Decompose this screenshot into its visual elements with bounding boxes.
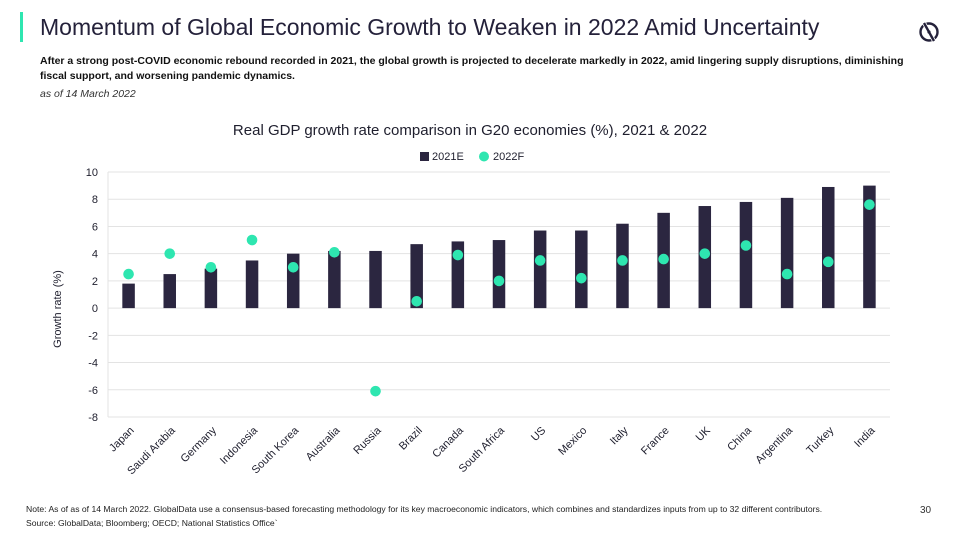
- bar-2021E: [369, 250, 382, 309]
- dot-2022F: [699, 248, 711, 259]
- bar-2021E: [204, 268, 218, 309]
- y-tick-label: 8: [92, 194, 98, 206]
- x-tick-label: Germany: [179, 424, 220, 465]
- bar-2021E: [822, 186, 835, 309]
- y-tick-label: -8: [88, 412, 98, 424]
- dot-2022F: [658, 253, 669, 265]
- footnote-note: Note: As of as of 14 March 2022. GlobalD…: [26, 504, 823, 514]
- bar-2021E: [286, 253, 300, 309]
- bar-2021E: [245, 260, 259, 309]
- bar-2021E: [780, 197, 794, 309]
- page-subtitle: After a strong post-COVID economic rebou…: [40, 55, 904, 82]
- y-tick-label: 4: [92, 249, 98, 261]
- dots-2022F: [123, 199, 875, 397]
- brand-logo-icon: [919, 22, 939, 42]
- x-tick-label: China: [725, 424, 754, 453]
- y-tick-label: 6: [92, 221, 98, 233]
- dot-2022F: [740, 240, 752, 251]
- x-tick-label: Turkey: [804, 424, 836, 456]
- dot-2022F: [287, 261, 299, 273]
- dot-2022F: [164, 248, 176, 259]
- dot-2022F: [617, 255, 628, 266]
- as-of-date: as of 14 March 2022: [40, 88, 136, 100]
- dot-2022F: [534, 255, 546, 266]
- y-tick-label: -4: [88, 358, 98, 370]
- x-tick-label: Japan: [107, 425, 137, 455]
- y-tick-label: 10: [86, 167, 98, 179]
- chart-title: Real GDP growth rate comparison in G20 e…: [233, 122, 707, 139]
- x-tick-label: Italy: [608, 424, 631, 447]
- dot-2022F: [493, 275, 505, 287]
- x-tick-label: Argentina: [753, 424, 795, 466]
- x-tick-label: Indonesia: [218, 424, 261, 467]
- y-tick-label: 0: [92, 303, 98, 315]
- dot-2022F: [781, 268, 793, 280]
- y-axis-ticks: 10 8 6 4 2 0 -2 -4 -6 -8: [86, 167, 98, 424]
- dot-2022F: [329, 247, 340, 258]
- dot-2022F: [411, 296, 422, 307]
- footnote-source: Source: GlobalData; Bloomberg; OECD; Nat…: [26, 518, 278, 528]
- bars-2021E: [122, 185, 876, 309]
- bar-2021E: [575, 230, 588, 309]
- x-tick-label: France: [639, 425, 672, 458]
- bar-2021E: [616, 223, 629, 309]
- y-tick-label: -2: [88, 330, 98, 342]
- dot-2022F: [370, 385, 381, 397]
- x-tick-label: Australia: [304, 424, 343, 463]
- dot-2022F: [246, 234, 258, 246]
- dot-2022F: [452, 249, 464, 261]
- page-title: Momentum of Global Economic Growth to We…: [40, 14, 820, 40]
- chart-legend: 2021E 2022F: [420, 151, 524, 163]
- gdp-growth-chart: Real GDP growth rate comparison in G20 e…: [52, 122, 890, 477]
- legend-label-2021E: 2021E: [432, 151, 464, 163]
- dot-2022F: [864, 199, 875, 210]
- x-tick-label: Russia: [351, 424, 384, 457]
- legend-label-2022F: 2022F: [493, 151, 524, 163]
- dot-2022F: [822, 256, 834, 268]
- bar-2021E: [410, 244, 423, 309]
- title-accent-bar: [20, 12, 23, 42]
- legend-swatch-2021E: [420, 152, 429, 161]
- dot-2022F: [576, 272, 587, 284]
- bar-2021E: [328, 250, 341, 309]
- dot-2022F: [123, 268, 134, 280]
- y-tick-label: -6: [88, 385, 98, 397]
- bar-2021E: [863, 185, 876, 309]
- x-tick-label: Mexico: [556, 425, 589, 458]
- bar-2021E: [739, 201, 753, 309]
- x-tick-label: US: [529, 425, 548, 444]
- x-tick-label: UK: [694, 424, 714, 444]
- x-tick-label: Canada: [430, 424, 466, 460]
- y-tick-label: 2: [92, 276, 98, 288]
- dot-2022F: [205, 261, 217, 273]
- footnote: Note: As of as of 14 March 2022. GlobalD…: [26, 502, 822, 530]
- bar-2021E: [533, 230, 547, 309]
- legend-swatch-2022F: [479, 151, 489, 162]
- page-number: 30: [920, 505, 932, 516]
- bar-2021E: [492, 240, 506, 309]
- bar-2021E: [163, 274, 176, 309]
- grid-lines: [107, 171, 890, 418]
- bar-2021E: [122, 283, 135, 309]
- y-axis-label: Growth rate (%): [52, 270, 64, 348]
- x-tick-label: India: [852, 424, 878, 450]
- x-tick-label: Brazil: [397, 425, 425, 453]
